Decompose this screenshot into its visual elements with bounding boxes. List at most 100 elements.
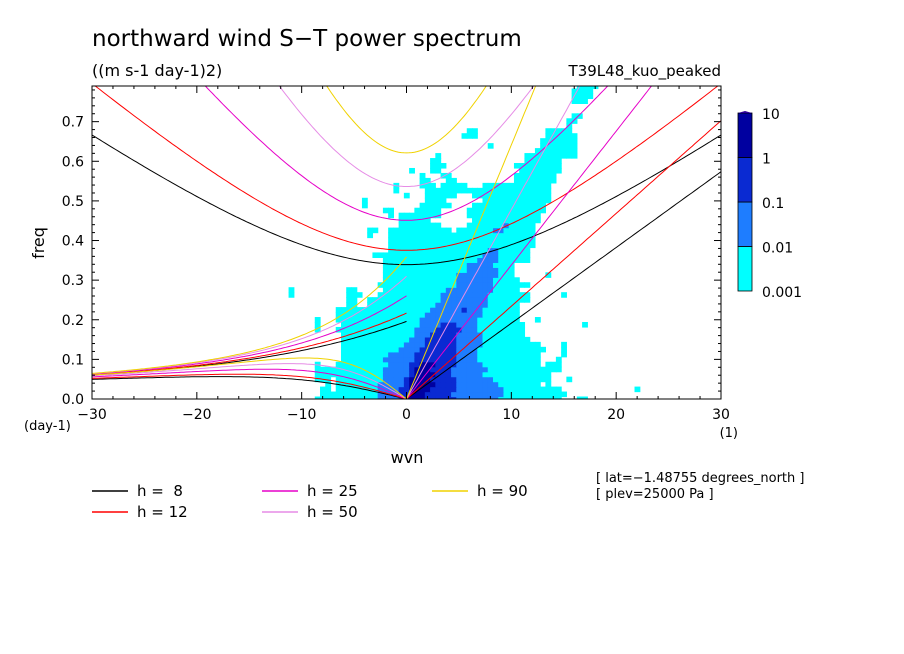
heatmap-cell <box>519 252 526 259</box>
heatmap-cell <box>508 217 515 224</box>
heatmap-cell <box>482 312 489 318</box>
heatmap-cell <box>508 202 515 209</box>
heatmap-cell <box>503 182 510 189</box>
heatmap-cell <box>524 341 531 348</box>
heatmap-cell <box>482 197 489 204</box>
heatmap-cell <box>529 192 536 199</box>
heatmap-cell <box>508 317 515 323</box>
heatmap-cell <box>482 262 489 268</box>
heatmap-cell <box>451 297 457 303</box>
heatmap-cell <box>351 346 358 353</box>
heatmap-cell <box>356 361 363 368</box>
heatmap-cell <box>472 361 478 368</box>
heatmap-cell <box>487 292 494 298</box>
kelvin-curve <box>406 120 721 399</box>
heatmap-cell <box>361 312 368 318</box>
heatmap-cell <box>409 227 415 234</box>
heatmap-cell <box>377 297 384 303</box>
heatmap-cell <box>503 232 510 239</box>
heatmap-cell <box>435 153 442 159</box>
heatmap-cell <box>388 237 394 244</box>
heatmap-cell <box>451 262 457 268</box>
heatmap-cell <box>461 391 468 398</box>
heatmap-cell <box>440 326 447 333</box>
heatmap-cell <box>519 172 526 179</box>
heatmap-cell <box>461 242 468 249</box>
heatmap-cell <box>513 312 520 318</box>
heatmap-cell <box>466 361 473 368</box>
heatmap-cell <box>403 341 410 348</box>
heatmap-cell <box>372 391 379 398</box>
heatmap-cell <box>529 381 536 388</box>
heatmap-cell <box>498 351 505 358</box>
heatmap-cell <box>382 326 389 333</box>
heatmap-cell <box>451 376 457 383</box>
mixed-rossby-gravity-curve <box>92 295 407 375</box>
heatmap-cell <box>487 366 494 373</box>
heatmap-cell <box>440 192 447 199</box>
heatmap-cell <box>440 371 447 378</box>
heatmap-cell <box>340 331 347 338</box>
heatmap-cell <box>351 351 358 358</box>
heatmap-cell <box>456 282 463 288</box>
x-tick-label: −20 <box>182 407 212 423</box>
heatmap-cell <box>403 277 410 283</box>
heatmap-cell <box>382 366 389 373</box>
heatmap-cell <box>540 138 547 144</box>
heatmap-cell <box>382 376 389 383</box>
heatmap-cell <box>377 391 384 398</box>
heatmap-cell <box>477 277 484 283</box>
heatmap-cell <box>466 207 473 214</box>
heatmap-cell <box>466 381 473 388</box>
heatmap-cell <box>419 351 426 358</box>
heatmap-cell <box>545 376 552 383</box>
heatmap-cell <box>634 386 641 393</box>
heatmap-cell <box>424 177 431 184</box>
heatmap-cell <box>524 153 531 159</box>
heatmap-cell <box>424 371 431 378</box>
heatmap-cell <box>582 396 588 399</box>
heatmap-cell <box>372 317 379 323</box>
heatmap-cell <box>388 326 394 333</box>
heatmap-cell <box>513 172 520 179</box>
heatmap-cell <box>388 356 394 363</box>
heatmap-cell <box>435 197 442 204</box>
heatmap-cell <box>435 321 442 328</box>
heatmap-cell <box>288 292 295 298</box>
heatmap-cell <box>424 187 431 194</box>
heatmap-cell <box>414 317 421 323</box>
heatmap-cell <box>477 376 484 383</box>
heatmap-cell <box>435 187 442 194</box>
heatmap-cell <box>482 336 489 343</box>
heatmap-cell <box>519 167 526 174</box>
heatmap-cell <box>430 336 436 343</box>
heatmap-cell <box>430 272 436 278</box>
heatmap-cell <box>372 302 379 308</box>
heatmap-cell <box>524 366 531 373</box>
heatmap-cell <box>472 386 478 393</box>
heatmap-cell <box>393 297 400 303</box>
heatmap-cell <box>492 237 499 244</box>
heatmap-cell <box>445 227 452 234</box>
heatmap-cell <box>398 391 405 398</box>
heatmap-cell <box>456 247 463 254</box>
heatmap-cell <box>398 326 405 333</box>
heatmap-cell <box>519 212 526 219</box>
heatmap-cell <box>456 391 463 398</box>
heatmap-cell <box>430 386 436 393</box>
heatmap-cell <box>414 371 421 378</box>
heatmap-cell <box>435 167 442 174</box>
heatmap-cell <box>320 391 326 398</box>
heatmap-cell <box>424 391 431 398</box>
heatmap-cell <box>513 376 520 383</box>
heatmap-cell <box>513 381 520 388</box>
heatmap-cell <box>335 307 342 313</box>
heatmap-cell <box>534 371 541 378</box>
colorbar-label: 0.001 <box>762 285 802 301</box>
heatmap-cell <box>461 252 468 259</box>
heatmap-cell <box>503 371 510 378</box>
heatmap-cell <box>456 386 463 393</box>
heatmap-cell <box>430 381 436 388</box>
heatmap-cell <box>529 371 536 378</box>
heatmap-cell <box>430 356 436 363</box>
